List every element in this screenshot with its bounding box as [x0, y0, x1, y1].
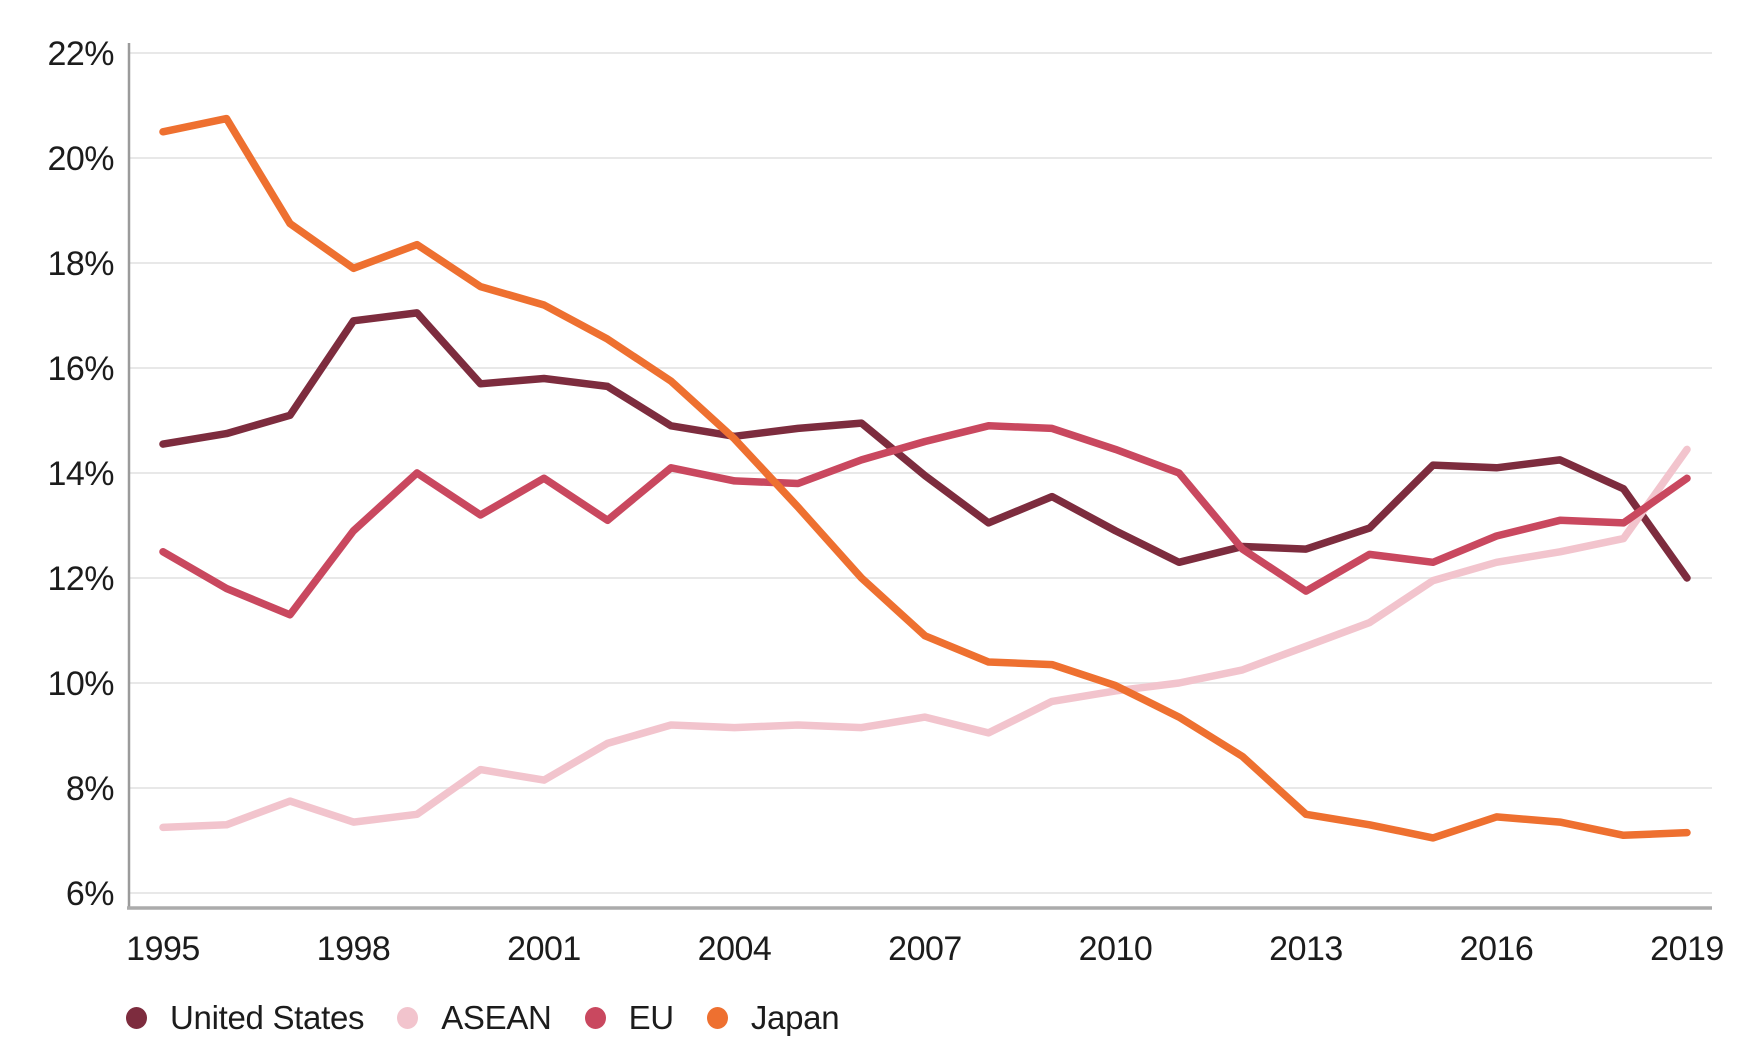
- legend-item-japan: Japan: [706, 999, 840, 1037]
- y-tick-label: 10%: [47, 665, 114, 703]
- legend-label-eu: EU: [628, 999, 675, 1036]
- x-tick-label: 2004: [698, 930, 772, 968]
- x-tick-label: 2010: [1079, 930, 1153, 968]
- y-tick-label: 22%: [47, 35, 114, 73]
- legend-item-asean: ASEAN: [397, 999, 552, 1037]
- y-tick-label: 8%: [66, 770, 114, 808]
- y-tick-label: 20%: [47, 140, 114, 178]
- series-line-asean: [159, 445, 1691, 832]
- legend-item-united-states: United States: [126, 999, 365, 1037]
- legend-label-united-states: United States: [170, 999, 365, 1036]
- eu-legend-dot-icon: [584, 1007, 606, 1029]
- legend-label-japan: Japan: [750, 999, 840, 1036]
- x-tick-label: 1995: [126, 930, 200, 968]
- y-tick-label: 6%: [66, 875, 114, 913]
- x-tick-label: 2019: [1650, 930, 1724, 968]
- chart-legend: United States ASEAN EU Japan: [126, 999, 840, 1037]
- united-states-legend-dot-icon: [126, 1007, 147, 1029]
- series-line-japan: [159, 114, 1691, 842]
- japan-legend-dot-icon: [706, 1007, 728, 1029]
- y-tick-label: 16%: [47, 350, 114, 388]
- x-tick-label: 2001: [507, 930, 581, 968]
- y-tick-label: 18%: [47, 245, 114, 283]
- asean-legend-dot-icon: [397, 1007, 419, 1029]
- x-tick-label: 2013: [1269, 930, 1343, 968]
- legend-item-eu: EU: [584, 999, 675, 1037]
- legend-label-asean: ASEAN: [441, 999, 552, 1036]
- x-tick-label: 1998: [317, 930, 391, 968]
- series-line-eu: [159, 422, 1691, 619]
- y-tick-label: 14%: [47, 455, 114, 493]
- x-tick-label: 2007: [888, 930, 962, 968]
- series-line-united-states: [159, 309, 1691, 582]
- y-tick-label: 12%: [47, 560, 114, 598]
- x-tick-label: 2016: [1460, 930, 1534, 968]
